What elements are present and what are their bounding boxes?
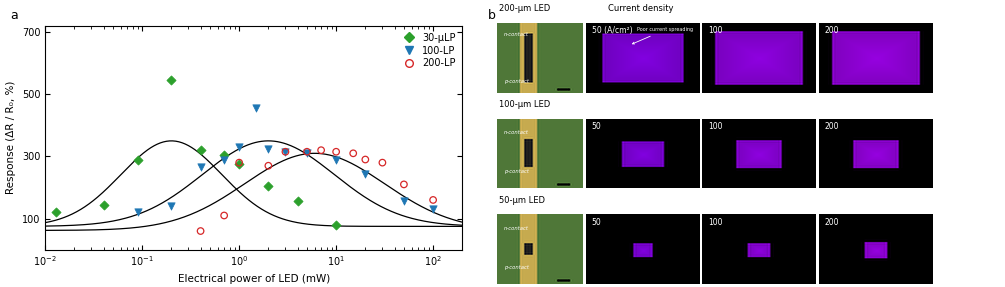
Point bbox=[164, 204, 180, 208]
Point bbox=[396, 182, 412, 187]
Point bbox=[328, 150, 344, 154]
Point bbox=[358, 157, 374, 162]
Point bbox=[231, 162, 247, 166]
Point bbox=[328, 222, 344, 227]
Point bbox=[164, 78, 180, 83]
Text: p-contact: p-contact bbox=[505, 265, 530, 270]
Point bbox=[289, 199, 306, 204]
Point bbox=[231, 145, 247, 149]
Text: n-contact: n-contact bbox=[505, 32, 530, 36]
Point bbox=[260, 163, 276, 168]
Point bbox=[314, 148, 330, 152]
Point bbox=[193, 229, 209, 233]
Point bbox=[425, 198, 441, 202]
Point bbox=[298, 150, 315, 154]
Text: 200-μm LED: 200-μm LED bbox=[499, 4, 551, 13]
Text: 100: 100 bbox=[709, 26, 723, 36]
Text: Current density: Current density bbox=[608, 4, 673, 13]
Text: 50: 50 bbox=[592, 218, 601, 227]
Point bbox=[358, 171, 374, 176]
Text: n-contact: n-contact bbox=[505, 130, 530, 135]
Point bbox=[216, 157, 232, 162]
Point bbox=[260, 146, 276, 151]
Text: 100: 100 bbox=[709, 122, 723, 131]
Point bbox=[328, 157, 344, 162]
Text: 100-μm LED: 100-μm LED bbox=[499, 100, 551, 109]
Text: 50-μm LED: 50-μm LED bbox=[499, 196, 546, 205]
Point bbox=[130, 157, 146, 162]
Point bbox=[216, 213, 232, 218]
Text: Poor current spreading: Poor current spreading bbox=[632, 27, 693, 44]
X-axis label: Electrical power of LED (mW): Electrical power of LED (mW) bbox=[178, 274, 330, 284]
Legend: 30-μLP, 100-LP, 200-LP: 30-μLP, 100-LP, 200-LP bbox=[398, 31, 457, 70]
Point bbox=[375, 160, 391, 165]
Text: p-contact: p-contact bbox=[505, 169, 530, 174]
Point bbox=[277, 150, 293, 154]
Text: 200: 200 bbox=[825, 26, 839, 36]
Point bbox=[345, 151, 361, 156]
Point bbox=[425, 207, 441, 212]
Text: 200: 200 bbox=[825, 218, 839, 227]
Text: 50: 50 bbox=[592, 122, 601, 131]
Point bbox=[193, 165, 209, 170]
Text: a: a bbox=[10, 9, 18, 22]
Point bbox=[248, 106, 264, 110]
Point bbox=[95, 202, 112, 207]
Text: p-contact: p-contact bbox=[505, 79, 530, 84]
Text: 50 (A/cm²): 50 (A/cm²) bbox=[592, 26, 632, 36]
Point bbox=[396, 199, 412, 204]
Point bbox=[130, 210, 146, 215]
Y-axis label: Response (ΔR / R₀, %): Response (ΔR / R₀, %) bbox=[6, 81, 16, 195]
Text: b: b bbox=[487, 9, 495, 22]
Text: 100: 100 bbox=[709, 218, 723, 227]
Point bbox=[260, 184, 276, 188]
Text: 200: 200 bbox=[825, 122, 839, 131]
Point bbox=[231, 160, 247, 165]
Text: n-contact: n-contact bbox=[505, 226, 530, 231]
Point bbox=[277, 150, 293, 154]
Point bbox=[298, 151, 315, 156]
Point bbox=[193, 148, 209, 152]
Point bbox=[48, 210, 64, 215]
Point bbox=[216, 153, 232, 157]
